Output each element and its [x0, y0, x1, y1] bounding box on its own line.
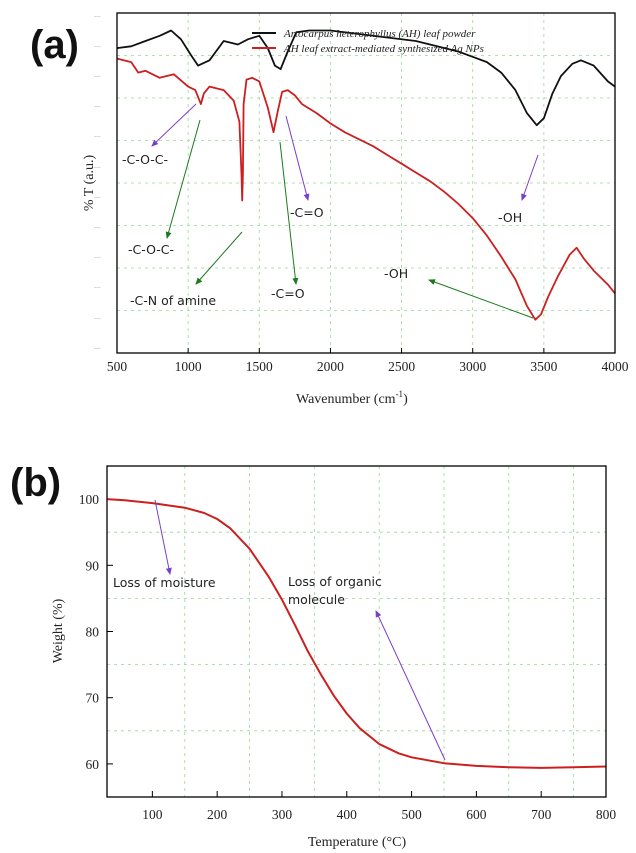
ftir-panel: (a) ‒‒‒‒‒‒‒‒‒‒‒‒‒‒‒‒‒‒‒‒‒‒‒‒‒‒‒‒‒‒‒‒‒‒‒‒…: [30, 12, 629, 407]
ftir-line-ag-nps: [116, 57, 616, 321]
tga-x-ticks: 100 200 300 400 500 600 700 800: [142, 791, 616, 822]
tga-y-tick-label: 90: [86, 558, 100, 573]
annotation-co-1: -C=O: [271, 286, 305, 301]
arrow-cn-amine: [195, 231, 243, 285]
ftir-y-tick-label: ‒‒‒: [94, 315, 101, 320]
ftir-x-tick-label: 2000: [317, 359, 344, 374]
tga-y-tick-label: 60: [86, 757, 100, 772]
ftir-x-axis-title-sup: -1: [396, 389, 404, 399]
tga-y-tick-label: 80: [86, 625, 100, 640]
tga-x-tick-label: 100: [142, 807, 163, 822]
ftir-y-tick-label: ‒‒‒: [94, 104, 101, 109]
ftir-series: [116, 29, 616, 321]
ftir-plot-frame: [116, 12, 616, 354]
tga-y-tick-label: 100: [79, 492, 100, 507]
annotation-cn-amine: -C-N of amine: [130, 293, 216, 308]
arrow-coc-red: [165, 119, 201, 239]
ftir-y-tick-label: ‒‒‒: [94, 345, 101, 350]
annotation-oh-1: -OH: [498, 210, 522, 225]
legend-entry-ag-nps: AH leaf extract-mediated synthesized Ag …: [283, 43, 484, 55]
arrow-coc-black: [151, 103, 197, 147]
ftir-y-tick-label: ‒‒‒: [94, 43, 101, 48]
ftir-x-tick-label: 2500: [388, 359, 415, 374]
annotation-loss-organic-line2: molecule: [288, 592, 345, 607]
tga-x-tick-label: 800: [596, 807, 617, 822]
tga-y-ticks: 60 70 80 90 100: [79, 492, 113, 772]
ftir-y-axis-title: % T (a.u.): [82, 155, 97, 212]
tga-series: [106, 498, 607, 769]
tga-y-tick-label: 70: [86, 691, 100, 706]
annotation-co-2: -C=O: [290, 205, 324, 220]
ftir-x-tick-label: 1500: [246, 359, 273, 374]
tga-x-tick-label: 700: [531, 807, 552, 822]
ftir-y-tick-label: ‒‒‒: [94, 194, 101, 199]
ftir-y-tick-label: ‒‒‒: [94, 224, 101, 229]
ftir-x-axis-title-end: ): [403, 392, 408, 407]
ftir-legend: Artocarpus heterophyllus (AH) leaf powde…: [252, 28, 484, 55]
ftir-y-tick-label: ‒‒‒: [94, 73, 101, 78]
ftir-x-tick-label: 1000: [175, 359, 202, 374]
ftir-x-axis-title-main: Wavenumber (cm: [296, 392, 396, 407]
ftir-line-leaf-powder: [116, 29, 616, 127]
tga-x-tick-label: 600: [466, 807, 487, 822]
ftir-y-tick-label: ‒‒‒: [94, 13, 101, 18]
arrow-co-black: [285, 115, 310, 201]
annotation-loss-moisture: Loss of moisture: [113, 575, 216, 590]
tga-x-tick-label: 300: [272, 807, 293, 822]
panel-label-a: (a): [30, 23, 79, 67]
tga-y-axis-title: Weight (%): [51, 598, 66, 663]
tga-x-axis-title: Temperature (°C): [308, 835, 407, 850]
ftir-y-tick-label: ‒‒‒: [94, 285, 101, 290]
tga-x-tick-label: 500: [401, 807, 422, 822]
ftir-x-axis-title: Wavenumber (cm-1): [296, 389, 408, 407]
ftir-x-tick-label: 500: [107, 359, 128, 374]
panel-label-b: (b): [10, 461, 61, 505]
ftir-y-tick-label: ‒‒‒: [94, 254, 101, 259]
annotation-coc-1: -C-O-C-: [122, 152, 168, 167]
arrow-loss-organic: [375, 610, 446, 761]
ftir-y-tick-labels: ‒‒‒ ‒‒‒ ‒‒‒ ‒‒‒ ‒‒‒ ‒‒‒ ‒‒‒ ‒‒‒ ‒‒‒ ‒‒‒ ‒‒‒ ‒‒‒: [94, 13, 101, 350]
tga-x-tick-label: 200: [207, 807, 228, 822]
arrow-oh-black: [521, 154, 539, 201]
arrow-loss-moisture: [154, 499, 172, 575]
arrow-oh-red: [428, 279, 534, 319]
ftir-y-tick-label: ‒‒‒: [94, 164, 101, 169]
ftir-y-tick-label: ‒‒‒: [94, 134, 101, 139]
ftir-x-tick-label: 4000: [602, 359, 629, 374]
legend-entry-leaf-powder: Artocarpus heterophyllus (AH) leaf powde…: [283, 28, 476, 40]
tga-grid: [107, 466, 606, 797]
arrow-co-red: [279, 141, 299, 285]
tga-x-tick-label: 400: [337, 807, 358, 822]
ftir-grid: [117, 13, 615, 353]
tga-weight-curve: [106, 498, 607, 769]
annotation-oh-2: -OH: [384, 266, 408, 281]
ftir-x-tick-label: 3500: [530, 359, 557, 374]
annotation-loss-organic-line1: Loss of organic: [288, 574, 382, 589]
ftir-x-tick-label: 3000: [459, 359, 486, 374]
annotation-coc-2: -C-O-C-: [128, 242, 174, 257]
tga-panel: (b) 100 200 300 400 500 600 700 800 60 70 80 90 100…: [10, 461, 616, 850]
tga-plot-frame: [106, 465, 607, 798]
ftir-x-ticks: 500 1000 1500 2000 2500 3000 3500 4000: [107, 348, 629, 374]
